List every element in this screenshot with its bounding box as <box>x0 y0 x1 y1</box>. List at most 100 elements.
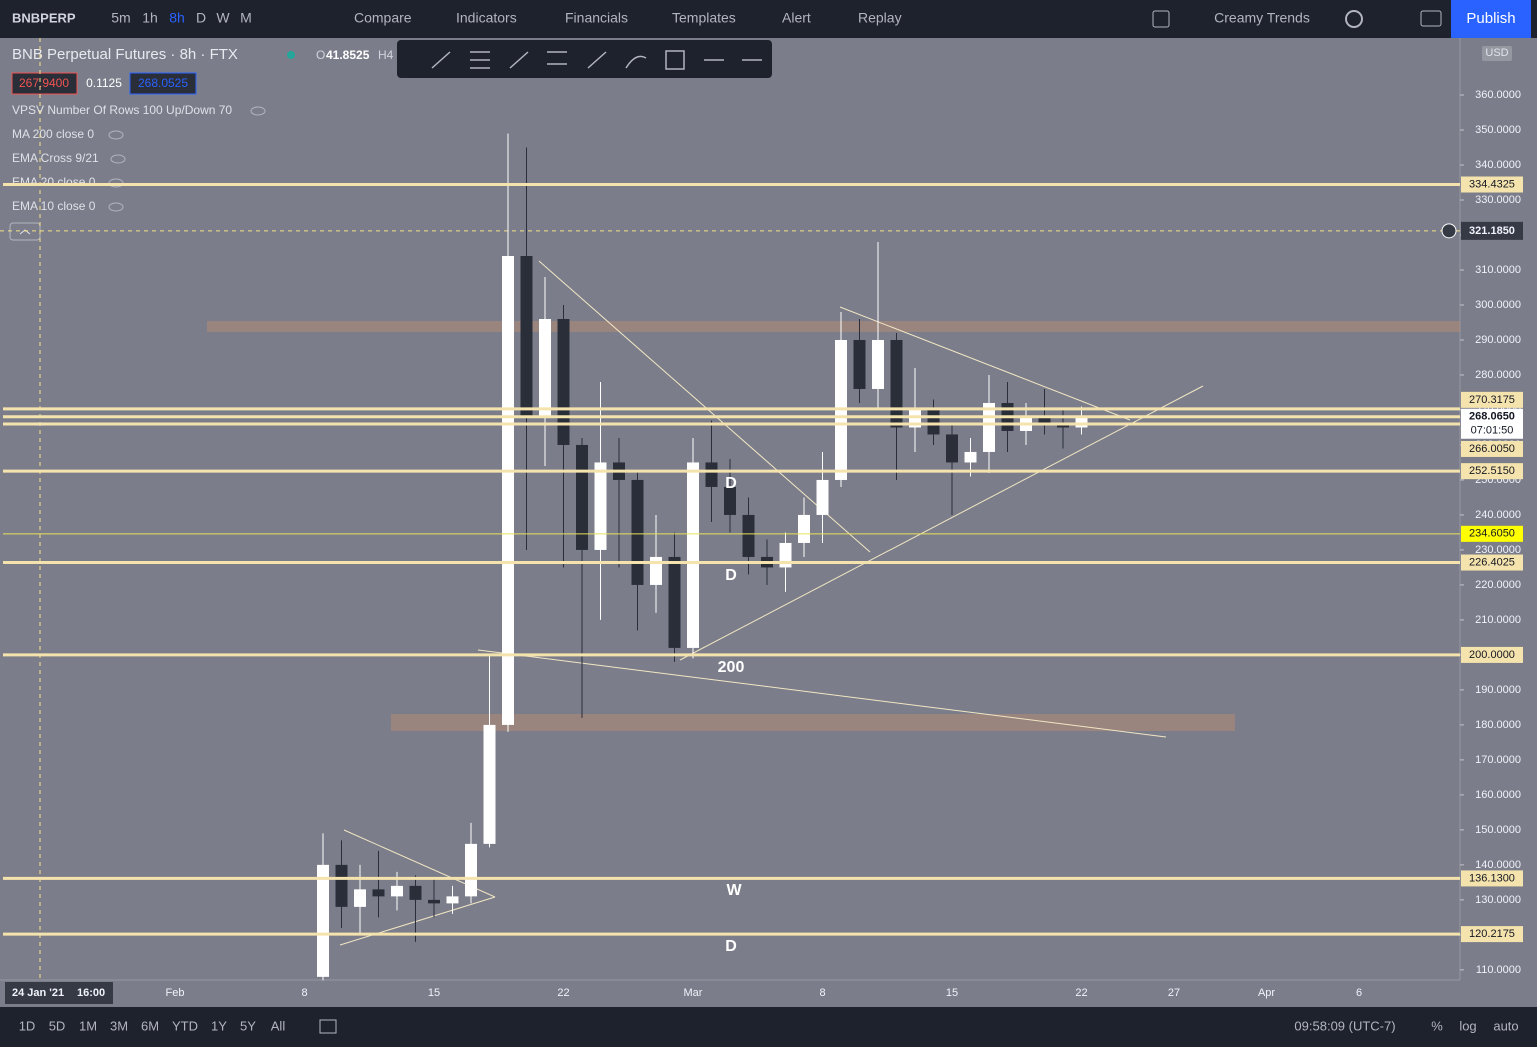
candle-body <box>983 402 995 452</box>
x-tick-label: 22 <box>1075 987 1087 999</box>
top-bar <box>0 0 1537 38</box>
candle-body <box>317 864 329 977</box>
candle-body <box>465 843 477 897</box>
annotation: D <box>725 938 737 955</box>
range-button[interactable]: 5D <box>49 1018 66 1033</box>
annotation: 200 <box>718 659 745 676</box>
drawing-toolbar <box>397 40 772 78</box>
publish-label[interactable]: Publish <box>1466 10 1515 27</box>
range-button[interactable]: 1Y <box>211 1018 227 1033</box>
candle-body <box>890 339 903 428</box>
candle-body <box>798 514 810 543</box>
interval[interactable]: 8h <box>169 10 185 26</box>
y-tick-label: 310.0000 <box>1475 264 1521 276</box>
y-tick-label: 220.0000 <box>1475 579 1521 591</box>
candle-body <box>927 409 940 435</box>
percent-toggle[interactable]: % <box>1431 1018 1443 1033</box>
level-label-bg <box>1461 463 1523 480</box>
log-toggle[interactable]: log <box>1459 1018 1476 1033</box>
candle-body <box>1075 416 1088 428</box>
layout-name[interactable]: Creamy Trends <box>1214 10 1310 26</box>
x-tick-label: 22 <box>557 987 569 999</box>
interval[interactable]: D <box>196 10 206 26</box>
level-label-bg <box>1461 870 1523 887</box>
ask-box[interactable] <box>129 72 197 95</box>
settings-icon[interactable] <box>1345 10 1363 28</box>
range-button[interactable]: 6M <box>141 1018 159 1033</box>
y-tick-label: 330.0000 <box>1475 194 1521 206</box>
spread: 0.1125 <box>86 76 122 90</box>
trendline <box>477 649 1167 738</box>
snapshot-icon[interactable] <box>1420 10 1442 27</box>
visibility-icon[interactable] <box>110 154 126 164</box>
range-button[interactable]: 3M <box>110 1018 128 1033</box>
range-button[interactable]: 1M <box>79 1018 97 1033</box>
range-button[interactable]: YTD <box>172 1018 198 1033</box>
trendline <box>538 260 871 553</box>
visibility-icon[interactable] <box>108 202 124 212</box>
y-tick-label: 340.0000 <box>1475 159 1521 171</box>
range-button[interactable]: 1D <box>19 1018 36 1033</box>
chart-title: BNB Perpetual Futures · 8h · FTX <box>12 46 238 63</box>
add-alert[interactable] <box>1441 223 1457 239</box>
x-tick-label: Feb <box>166 987 185 999</box>
indicator: EMA 10 close 0 <box>12 199 96 213</box>
bid-box[interactable] <box>11 72 78 95</box>
x-tick-label: 15 <box>946 987 958 999</box>
range-button[interactable]: 5Y <box>240 1018 256 1033</box>
price-axis <box>1460 38 1537 980</box>
toolbar-button[interactable]: Templates <box>672 10 736 26</box>
auto-toggle[interactable]: auto <box>1493 1018 1518 1033</box>
visibility-icon[interactable] <box>108 178 124 188</box>
currency: USD <box>1485 47 1508 59</box>
annotation: D <box>725 475 737 492</box>
toolbar-button[interactable]: Indicators <box>456 10 517 26</box>
interval[interactable]: M <box>240 10 252 26</box>
toolbar-button[interactable]: Alert <box>782 10 811 26</box>
level-label-bg <box>1461 525 1523 542</box>
drawing-tools[interactable] <box>431 50 762 70</box>
status-dot <box>287 51 295 59</box>
level-label-bg <box>1461 391 1523 408</box>
indicator: EMA Cross 9/21 <box>12 151 99 165</box>
interval[interactable]: 5m <box>111 10 130 26</box>
open-value: 41.8525 <box>326 48 370 62</box>
indicator: VPSV Number Of Rows 100 Up/Down 70 <box>12 103 232 117</box>
trendline <box>339 896 496 946</box>
symbol[interactable]: BNBPERP <box>12 10 76 25</box>
bottom-bar <box>0 1007 1537 1047</box>
y-tick-label: 180.0000 <box>1475 719 1521 731</box>
visibility-icon[interactable] <box>250 106 266 116</box>
range-button[interactable]: All <box>271 1018 286 1033</box>
countdown: 07:01:50 <box>1471 425 1514 437</box>
indicator: EMA 20 close 0 <box>12 175 96 189</box>
interval[interactable]: W <box>216 10 230 26</box>
candle-body <box>594 462 607 550</box>
level-label: 226.4025 <box>1469 556 1515 568</box>
crosshair-price: 321.1850 <box>1469 225 1515 237</box>
interval[interactable]: 1h <box>142 10 158 26</box>
candle-body <box>502 256 514 725</box>
toolbar-button[interactable]: Financials <box>565 10 628 26</box>
y-tick-label: 140.0000 <box>1475 859 1521 871</box>
x-tick-label: 15 <box>428 987 440 999</box>
candle-body <box>520 256 533 417</box>
toolbar-button[interactable]: Compare <box>354 10 412 26</box>
level-label: 334.4325 <box>1469 178 1515 190</box>
toolbar-button[interactable]: Replay <box>858 10 902 26</box>
bid[interactable]: 267.9400 <box>19 76 69 90</box>
crosshair-label-bg <box>1461 221 1523 240</box>
publish-button[interactable] <box>1451 0 1531 38</box>
ask[interactable]: 268.0525 <box>138 76 188 90</box>
visibility-icon[interactable] <box>108 130 124 140</box>
level-label: 266.0050 <box>1469 443 1515 455</box>
candle-body <box>391 885 403 897</box>
annotation: D <box>725 567 737 584</box>
level-label: 136.1300 <box>1469 872 1515 884</box>
fullscreen-icon[interactable] <box>1152 10 1170 28</box>
goto-date[interactable] <box>319 1019 337 1034</box>
price-label-bg <box>1461 408 1523 439</box>
x-tick-label: 6 <box>1356 987 1362 999</box>
candle-body <box>372 889 385 897</box>
trendline <box>679 385 1204 661</box>
